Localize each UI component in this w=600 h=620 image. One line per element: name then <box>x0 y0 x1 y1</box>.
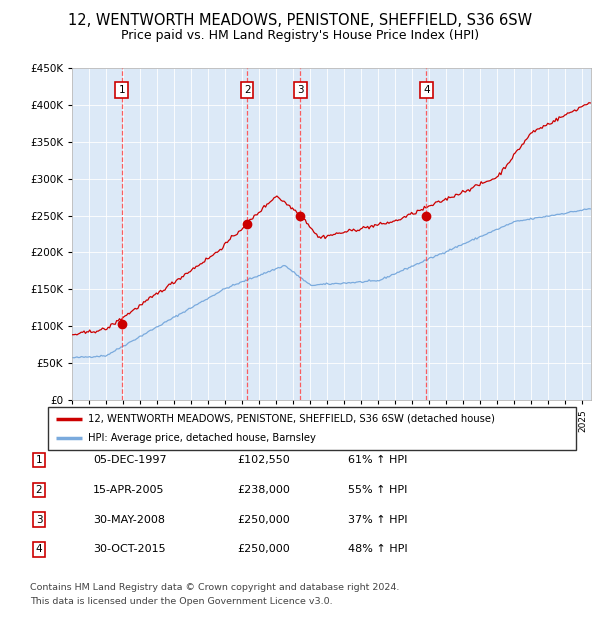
Text: 1: 1 <box>118 86 125 95</box>
Text: 30-OCT-2015: 30-OCT-2015 <box>93 544 166 554</box>
Text: 15-APR-2005: 15-APR-2005 <box>93 485 164 495</box>
Text: £102,550: £102,550 <box>237 455 290 465</box>
Text: 12, WENTWORTH MEADOWS, PENISTONE, SHEFFIELD, S36 6SW: 12, WENTWORTH MEADOWS, PENISTONE, SHEFFI… <box>68 13 532 28</box>
Text: Price paid vs. HM Land Registry's House Price Index (HPI): Price paid vs. HM Land Registry's House … <box>121 29 479 42</box>
Text: 30-MAY-2008: 30-MAY-2008 <box>93 515 165 525</box>
Text: 37% ↑ HPI: 37% ↑ HPI <box>348 515 407 525</box>
Text: £238,000: £238,000 <box>237 485 290 495</box>
Text: Contains HM Land Registry data © Crown copyright and database right 2024.: Contains HM Land Registry data © Crown c… <box>30 583 400 592</box>
Text: 61% ↑ HPI: 61% ↑ HPI <box>348 455 407 465</box>
Text: 4: 4 <box>423 86 430 95</box>
Text: £250,000: £250,000 <box>237 515 290 525</box>
FancyBboxPatch shape <box>48 407 576 450</box>
Text: HPI: Average price, detached house, Barnsley: HPI: Average price, detached house, Barn… <box>88 433 316 443</box>
Text: This data is licensed under the Open Government Licence v3.0.: This data is licensed under the Open Gov… <box>30 597 332 606</box>
Text: 55% ↑ HPI: 55% ↑ HPI <box>348 485 407 495</box>
Text: 05-DEC-1997: 05-DEC-1997 <box>93 455 167 465</box>
Text: 2: 2 <box>35 485 43 495</box>
Text: 2: 2 <box>244 86 250 95</box>
Text: 3: 3 <box>297 86 304 95</box>
Text: 48% ↑ HPI: 48% ↑ HPI <box>348 544 407 554</box>
Text: 4: 4 <box>35 544 43 554</box>
Text: 12, WENTWORTH MEADOWS, PENISTONE, SHEFFIELD, S36 6SW (detached house): 12, WENTWORTH MEADOWS, PENISTONE, SHEFFI… <box>88 414 494 423</box>
Text: 3: 3 <box>35 515 43 525</box>
Text: £250,000: £250,000 <box>237 544 290 554</box>
Text: 1: 1 <box>35 455 43 465</box>
